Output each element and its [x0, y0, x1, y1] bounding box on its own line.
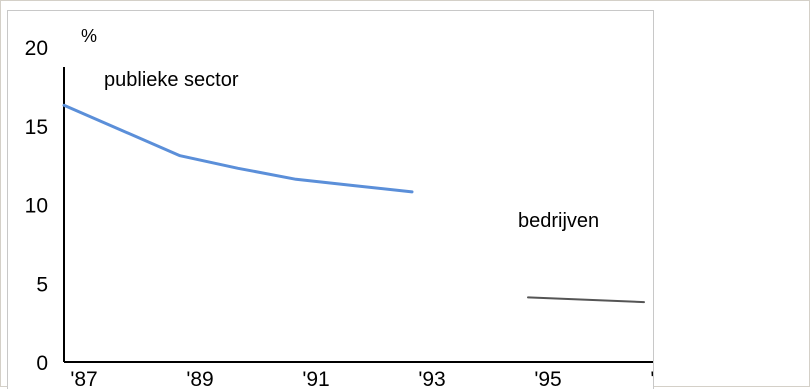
y-tick-label: 20 — [25, 37, 48, 60]
chart-panel: % 0 5 10 15 20 '87 '89 '91 '93 '95 '97 publieke s… — [7, 10, 654, 389]
series-layer — [64, 105, 644, 302]
x-tick-label: '93 — [418, 368, 445, 389]
x-tick-label: '89 — [186, 368, 213, 389]
y-tick-label: 5 — [36, 273, 48, 296]
y-tick-label: 10 — [25, 195, 48, 218]
x-tick-label: '97 — [650, 368, 653, 389]
y-tick-label: 15 — [25, 116, 48, 139]
y-tick-label: 0 — [36, 352, 48, 375]
y-tick-labels: 0 5 10 15 20 — [25, 37, 48, 375]
series-labels: publieke sector bedrijven — [104, 69, 599, 232]
x-tick-label: '95 — [534, 368, 561, 389]
line-chart: % 0 5 10 15 20 '87 '89 '91 '93 '95 '97 publieke s… — [8, 11, 653, 389]
x-tick-label: '87 — [70, 368, 97, 389]
x-tick-label: '91 — [302, 368, 329, 389]
y-unit-label: % — [81, 26, 97, 46]
series-line — [528, 297, 644, 302]
series-line — [64, 105, 412, 192]
x-tick-labels: '87 '89 '91 '93 '95 '97 — [70, 368, 653, 389]
series-label: publieke sector — [104, 69, 239, 91]
series-label: bedrijven — [518, 210, 599, 232]
